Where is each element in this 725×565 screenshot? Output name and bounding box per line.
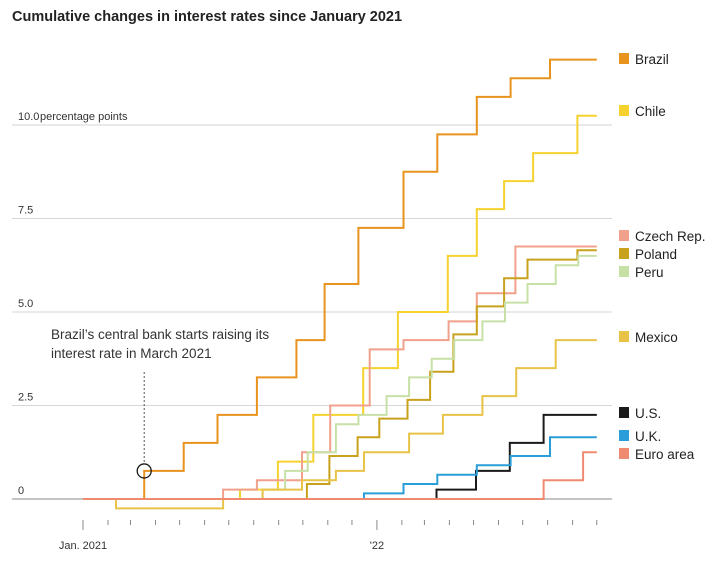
series-line-chile — [83, 114, 597, 500]
legend-swatch — [619, 230, 629, 241]
legend-label: Peru — [635, 265, 664, 280]
y-tick-label: 5.0 — [18, 298, 33, 310]
x-tick-label: '22 — [370, 540, 384, 552]
y-tick-label: 10.0 — [18, 111, 39, 123]
legend-swatch — [619, 248, 629, 259]
series-lines — [83, 58, 597, 510]
legend-label: Brazil — [635, 52, 669, 67]
legend-label: U.S. — [635, 406, 661, 421]
annotation: Brazil’s central bank starts raising its… — [51, 327, 269, 479]
annotation-text: Brazil’s central bank starts raising its — [51, 327, 269, 342]
grid-lines — [12, 124, 612, 406]
legend-swatch — [619, 448, 629, 459]
series-line-u-s — [83, 413, 597, 500]
x-axis: Jan. 2021 '22 — [12, 498, 612, 552]
annotation-text: interest rate in March 2021 — [51, 346, 212, 361]
legend: Brazil Chile Czech Rep. Poland Peru Mexico U.S… — [619, 52, 706, 462]
y-unit-label: percentage points — [40, 111, 128, 123]
series-line-u-k — [83, 436, 597, 500]
series-line-mexico — [83, 339, 597, 510]
legend-label: Czech Rep. — [635, 229, 706, 244]
legend-swatch — [619, 430, 629, 441]
legend-label: Euro area — [635, 447, 695, 462]
y-tick-label: 7.5 — [18, 205, 33, 217]
series-line-poland — [83, 249, 597, 500]
annotation-circle — [136, 463, 152, 479]
legend-label: Chile — [635, 104, 666, 119]
y-tick-label: 0 — [18, 485, 24, 497]
x-tick-label: Jan. 2021 — [59, 540, 107, 552]
legend-label: U.K. — [635, 429, 661, 444]
y-tick-label: 2.5 — [18, 392, 33, 404]
legend-swatch — [619, 105, 629, 116]
series-line-peru — [83, 254, 597, 500]
series-line-brazil — [83, 58, 597, 500]
legend-swatch — [619, 331, 629, 342]
legend-swatch — [619, 53, 629, 64]
y-axis-ticks: 0 2.5 5.0 7.5 10.0 percentage points — [18, 111, 128, 497]
series-line-euro-area — [83, 451, 597, 500]
legend-label: Mexico — [635, 330, 678, 345]
legend-swatch — [619, 266, 629, 277]
legend-label: Poland — [635, 247, 677, 262]
legend-swatch — [619, 407, 629, 418]
chart-title: Cumulative changes in interest rates sin… — [12, 9, 403, 25]
series-line-czech-rep — [83, 245, 597, 500]
